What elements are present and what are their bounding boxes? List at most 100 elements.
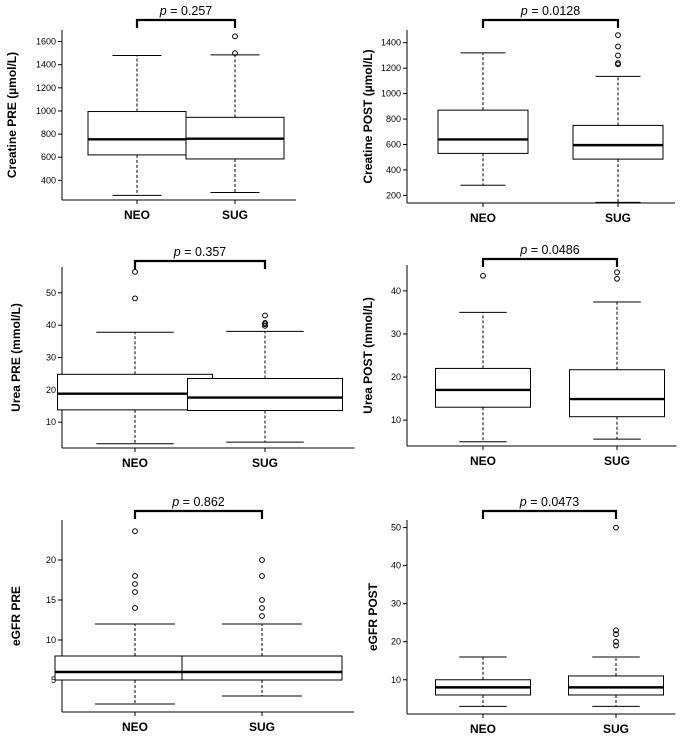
p-value-label: p = 0.862	[171, 495, 225, 509]
box-sug	[185, 33, 285, 193]
outlier-point	[259, 613, 265, 619]
outlier-point	[613, 627, 619, 634]
box-neo	[437, 52, 529, 186]
box-neo	[87, 54, 187, 196]
outlier-point	[613, 631, 619, 638]
y-axis-label: Urea PRE (mmol/L)	[9, 303, 23, 412]
x-tick-label: NEO	[470, 454, 496, 468]
y-tick-label: 20	[46, 555, 56, 565]
chart-panel: 200 400 600 800 1000 1200 1400 NEO SUG Creatine P…	[361, 4, 675, 225]
chart-panel: 400 600 800 1000 1200 1400 1600 NEO SUG Creatine …	[5, 4, 296, 222]
p-value-bracket: p = 0.357	[133, 245, 267, 269]
iqr-box	[572, 124, 664, 160]
iqr-box	[187, 378, 343, 412]
bracket-line	[481, 509, 618, 519]
p-value-label: p = 0.0486	[519, 243, 579, 257]
p-value-text: = 0.862	[179, 495, 225, 509]
outlier-point	[232, 33, 238, 40]
y-tick-label: 20	[391, 637, 401, 647]
box-neo	[435, 272, 531, 443]
y-tick-label: 1400	[381, 38, 401, 48]
x-tick-label: NEO	[124, 208, 150, 222]
y-axis-label: eGFR PRE	[9, 586, 23, 646]
box-sug	[187, 312, 343, 443]
outlier-point	[615, 32, 621, 38]
y-tick-label: 20	[391, 372, 401, 382]
p-value-label: p = 0.0473	[519, 495, 579, 509]
box-sug	[569, 269, 665, 440]
bracket-line	[133, 259, 267, 269]
y-tick-label: 50	[46, 288, 56, 298]
outlier-point	[132, 605, 138, 611]
outlier-point	[132, 573, 138, 579]
p-value-bracket: p = 0.257	[135, 4, 237, 28]
p-value-text: = 0.257	[167, 4, 213, 18]
x-tick-label: NEO	[122, 720, 148, 734]
outlier-point	[613, 524, 619, 531]
x-tick-label: NEO	[470, 722, 496, 736]
outlier-point	[614, 275, 620, 282]
x-tick-label: NEO	[470, 211, 496, 225]
outlier-point	[615, 60, 621, 66]
x-tick-label: SUG	[605, 211, 631, 225]
x-tick-label: SUG	[222, 208, 248, 222]
y-tick-label: 1400	[36, 60, 56, 70]
outlier-point	[259, 605, 265, 611]
x-tick-label: NEO	[122, 456, 148, 470]
p-value-text: = 0.0128	[528, 4, 581, 18]
y-tick-label: 600	[41, 152, 56, 162]
x-tick-label: SUG	[604, 454, 630, 468]
outlier-point	[259, 597, 265, 603]
p-symbol: p	[171, 495, 179, 509]
iqr-box	[87, 111, 187, 156]
outlier-point	[262, 320, 268, 326]
outlier-point	[615, 52, 621, 59]
box-neo	[57, 268, 213, 445]
iqr-box	[569, 369, 665, 418]
y-tick-label: 400	[41, 175, 56, 185]
y-tick-label: 400	[386, 165, 401, 175]
y-tick-label: 10	[46, 417, 56, 427]
chart-panel: 10 20 30 40 50 NEO SUG Urea PRE (mmol/L) p = 0.3…	[9, 245, 355, 470]
y-tick-label: 30	[46, 353, 56, 363]
y-tick-label: 1200	[381, 63, 401, 73]
y-tick-label: 800	[386, 114, 401, 124]
x-tick-label: SUG	[249, 720, 275, 734]
box-sug	[181, 557, 343, 697]
outlier-point	[262, 312, 268, 319]
box-neo	[435, 656, 531, 707]
p-symbol: p	[519, 243, 527, 257]
y-tick-label: 40	[46, 320, 56, 330]
x-tick-label: SUG	[603, 722, 629, 736]
y-tick-label: 1000	[36, 106, 56, 116]
p-value-text: = 0.0473	[527, 495, 580, 509]
outlier-point	[613, 642, 619, 649]
iqr-box	[435, 367, 531, 408]
y-tick-label: 15	[46, 595, 56, 605]
y-tick-label: 30	[391, 599, 401, 609]
outlier-point	[232, 50, 238, 57]
y-tick-label: 30	[391, 329, 401, 339]
outlier-point	[259, 557, 265, 563]
chart-panel: 10 20 30 40 50 NEO SUG eGFR POST p = 0.0473	[366, 495, 676, 736]
p-value-bracket: p = 0.862	[133, 495, 264, 519]
y-tick-label: 10	[46, 635, 56, 645]
p-symbol: p	[520, 4, 528, 18]
p-symbol: p	[173, 245, 181, 259]
p-value-text: = 0.357	[181, 245, 227, 259]
outlier-point	[259, 573, 265, 579]
p-symbol: p	[519, 495, 527, 509]
outlier-point	[132, 295, 138, 302]
outlier-point	[615, 43, 621, 50]
outlier-point	[132, 528, 138, 535]
y-tick-label: 1600	[36, 37, 56, 47]
p-value-label: p = 0.257	[159, 4, 213, 18]
outlier-point	[614, 269, 620, 276]
p-value-bracket: p = 0.0486	[481, 243, 619, 267]
y-axis-label: Creatine PRE (µmol/L)	[5, 52, 19, 178]
p-value-bracket: p = 0.0128	[481, 4, 620, 28]
y-tick-label: 5	[51, 675, 56, 685]
y-axis-label: eGFR POST	[366, 582, 380, 651]
iqr-box	[568, 675, 664, 696]
